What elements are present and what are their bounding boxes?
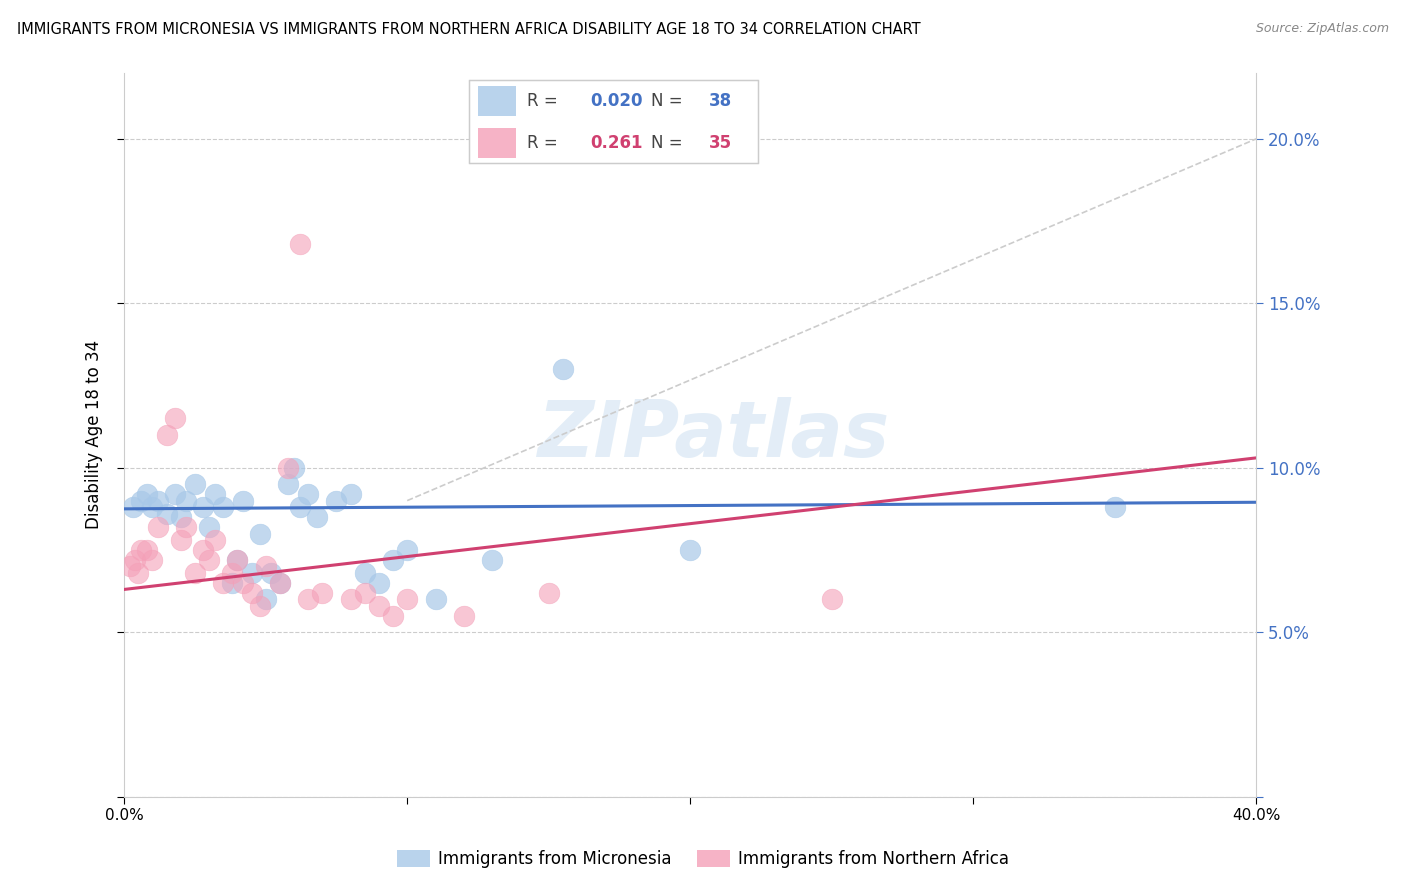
Point	[124, 553, 146, 567]
Point	[193, 500, 215, 515]
Point	[165, 487, 187, 501]
Point	[221, 575, 243, 590]
Point	[141, 553, 163, 567]
Point	[339, 487, 361, 501]
Y-axis label: Disability Age 18 to 34: Disability Age 18 to 34	[86, 340, 103, 529]
Point	[212, 500, 235, 515]
Point	[1104, 500, 1126, 515]
Point	[135, 543, 157, 558]
Point	[176, 493, 198, 508]
Point	[212, 575, 235, 590]
Point	[367, 575, 389, 590]
Point	[146, 493, 169, 508]
Point	[269, 575, 291, 590]
Point	[277, 460, 299, 475]
Point	[297, 487, 319, 501]
Point	[226, 553, 249, 567]
Point	[353, 566, 375, 580]
Point	[232, 493, 254, 508]
Point	[382, 608, 405, 623]
Point	[277, 477, 299, 491]
Point	[821, 592, 844, 607]
Point	[165, 411, 187, 425]
Point	[204, 487, 226, 501]
Point	[176, 520, 198, 534]
Point	[254, 559, 277, 574]
Point	[240, 585, 263, 599]
Point	[249, 599, 271, 613]
Point	[254, 592, 277, 607]
Point	[232, 575, 254, 590]
Point	[288, 500, 311, 515]
Point	[339, 592, 361, 607]
Point	[129, 493, 152, 508]
Point	[121, 500, 143, 515]
Point	[551, 362, 574, 376]
Point	[204, 533, 226, 547]
Point	[249, 526, 271, 541]
Point	[305, 510, 328, 524]
Point	[325, 493, 347, 508]
Point	[226, 553, 249, 567]
Point	[127, 566, 149, 580]
Point	[269, 575, 291, 590]
Point	[679, 543, 702, 558]
Point	[453, 608, 475, 623]
Point	[240, 566, 263, 580]
Text: Source: ZipAtlas.com: Source: ZipAtlas.com	[1256, 22, 1389, 36]
Point	[184, 566, 207, 580]
Point	[135, 487, 157, 501]
Point	[396, 592, 419, 607]
Point	[367, 599, 389, 613]
Legend: Immigrants from Micronesia, Immigrants from Northern Africa: Immigrants from Micronesia, Immigrants f…	[389, 843, 1017, 875]
Point	[297, 592, 319, 607]
Point	[396, 543, 419, 558]
Point	[184, 477, 207, 491]
Point	[141, 500, 163, 515]
Text: IMMIGRANTS FROM MICRONESIA VS IMMIGRANTS FROM NORTHERN AFRICA DISABILITY AGE 18 : IMMIGRANTS FROM MICRONESIA VS IMMIGRANTS…	[17, 22, 921, 37]
Point	[170, 510, 193, 524]
Point	[155, 507, 177, 521]
Point	[198, 520, 221, 534]
Point	[260, 566, 283, 580]
Point	[155, 427, 177, 442]
Point	[425, 592, 447, 607]
Text: ZIPatlas: ZIPatlas	[537, 397, 889, 473]
Point	[481, 553, 503, 567]
Point	[311, 585, 333, 599]
Point	[118, 559, 141, 574]
Point	[221, 566, 243, 580]
Point	[193, 543, 215, 558]
Point	[382, 553, 405, 567]
Point	[170, 533, 193, 547]
Point	[353, 585, 375, 599]
Point	[283, 460, 305, 475]
Point	[198, 553, 221, 567]
Point	[146, 520, 169, 534]
Point	[288, 237, 311, 252]
Point	[537, 585, 560, 599]
Point	[129, 543, 152, 558]
